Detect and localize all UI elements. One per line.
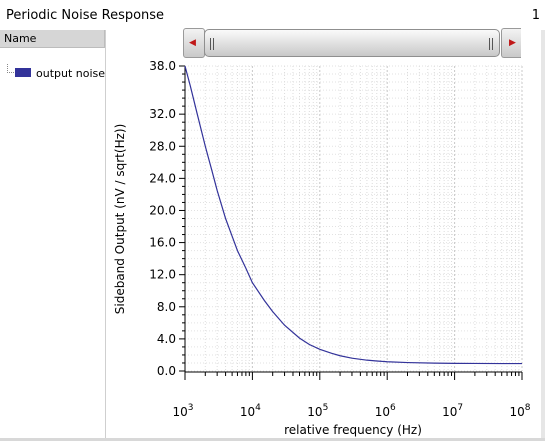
- arrow-left-icon: ◀: [189, 38, 196, 48]
- y-tick-label: 4.0: [157, 332, 176, 346]
- arrow-right-icon: ▶: [509, 38, 516, 48]
- title-bar: Periodic Noise Response 1: [0, 0, 545, 30]
- scroll-left-button[interactable]: ◀: [183, 28, 205, 58]
- grip-left-icon: [210, 38, 211, 50]
- y-tick-label: 8.0: [157, 300, 176, 314]
- window-border-right: [541, 30, 545, 441]
- grip-left-icon: [213, 38, 214, 50]
- y-tick-label: 0.0: [157, 364, 176, 378]
- grip-right-icon: [489, 38, 490, 50]
- legend-item-output-noise[interactable]: output noise: [36, 67, 106, 80]
- window-title: Periodic Noise Response: [6, 8, 165, 23]
- series-line-output-noise[interactable]: [184, 65, 522, 365]
- legend-column-header[interactable]: Name: [0, 30, 105, 48]
- window-index: 1: [531, 8, 540, 23]
- y-tick-label: 16.0: [149, 236, 176, 250]
- grip-right-icon: [492, 38, 493, 50]
- x-tick-label: 108: [509, 403, 530, 419]
- legend-panel: Name output noise: [0, 30, 105, 441]
- scroll-right-button[interactable]: ▶: [501, 28, 521, 58]
- y-tick-label: 32.0: [149, 107, 176, 121]
- legend-swatch[interactable]: [15, 68, 31, 77]
- horizontal-scrollbar[interactable]: ◀ ▶: [183, 28, 521, 58]
- x-tick-label: 106: [375, 403, 396, 419]
- axes: [179, 65, 523, 380]
- y-tick-label: 24.0: [149, 171, 176, 185]
- x-tick-label: 107: [442, 403, 463, 419]
- x-tick-label: 104: [240, 403, 261, 419]
- x-axis-title: relative frequency (Hz): [284, 423, 422, 437]
- y-tick-label: 28.0: [149, 139, 176, 153]
- panel-divider[interactable]: [105, 30, 106, 441]
- tick-labels: 0.0 4.0 8.0 12.0 16.0 20.0 24.0 28.0 32.0 38.0 103…: [149, 59, 530, 419]
- tree-connector: [7, 64, 14, 73]
- scroll-thumb[interactable]: [204, 29, 500, 57]
- x-tick-label: 105: [307, 403, 328, 419]
- y-tick-label: 20.0: [149, 203, 176, 217]
- y-tick-label: 38.0: [149, 59, 176, 73]
- legend-header-label: Name: [4, 32, 37, 45]
- y-tick-label: 12.0: [149, 268, 176, 282]
- grid: [184, 65, 523, 372]
- series-layer: [184, 65, 522, 365]
- window-border-bottom: [0, 438, 545, 441]
- x-tick-label: 103: [172, 403, 193, 419]
- y-axis-title: Sideband Output (nV / sqrt(Hz)): [113, 124, 127, 315]
